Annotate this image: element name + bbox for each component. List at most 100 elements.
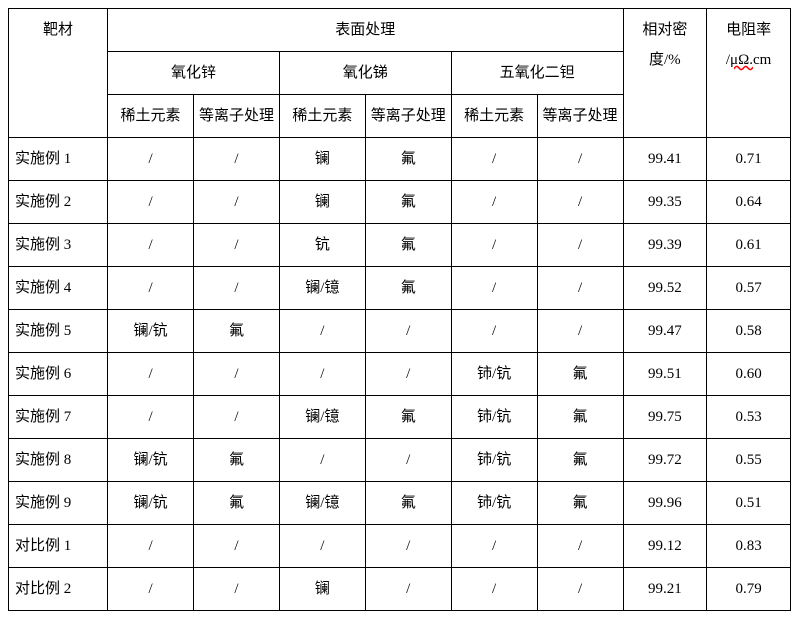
header-resistivity-l2-suffix: cm	[753, 52, 771, 68]
cell-zn-rare: /	[108, 224, 194, 267]
header-sb-rare-earth: 稀土元素	[279, 95, 365, 138]
cell-sb-plasma: /	[365, 568, 451, 611]
cell-zn-rare: 镧/钪	[108, 482, 194, 525]
table-header: 靶材 表面处理 相对密 度/% 电阻率 /μΩ.cm 氧化锌 氧化锑 五氧化二钽…	[9, 9, 791, 138]
cell-sb-plasma: 氟	[365, 224, 451, 267]
row-label: 实施例 2	[9, 181, 108, 224]
cell-density: 99.72	[623, 439, 707, 482]
row-label: 实施例 5	[9, 310, 108, 353]
header-resistivity-l1: 电阻率	[726, 22, 771, 38]
cell-resistivity: 0.79	[707, 568, 791, 611]
cell-sb-rare: 镧	[279, 568, 365, 611]
cell-sb-rare: /	[279, 439, 365, 482]
cell-density: 99.21	[623, 568, 707, 611]
cell-sb-rare: /	[279, 353, 365, 396]
row-label: 对比例 1	[9, 525, 108, 568]
header-antimony-oxide: 氧化锑	[279, 52, 451, 95]
cell-sb-rare: 镧/镱	[279, 267, 365, 310]
cell-density: 99.51	[623, 353, 707, 396]
cell-ta-rare: /	[451, 224, 537, 267]
table-row: 实施例 9镧/钪氟镧/镱氟铈/钪氟99.960.51	[9, 482, 791, 525]
cell-ta-plasma: /	[537, 310, 623, 353]
cell-ta-rare: 铈/钪	[451, 353, 537, 396]
cell-ta-plasma: /	[537, 568, 623, 611]
header-target: 靶材	[9, 9, 108, 138]
header-rel-density: 相对密 度/%	[623, 9, 707, 138]
cell-density: 99.52	[623, 267, 707, 310]
cell-density: 99.39	[623, 224, 707, 267]
cell-ta-rare: /	[451, 525, 537, 568]
cell-ta-rare: /	[451, 267, 537, 310]
header-resistivity-unit: μΩ.	[730, 52, 753, 68]
header-zn-plasma: 等离子处理	[194, 95, 280, 138]
row-label: 实施例 3	[9, 224, 108, 267]
cell-sb-rare: 钪	[279, 224, 365, 267]
cell-resistivity: 0.57	[707, 267, 791, 310]
cell-sb-plasma: 氟	[365, 396, 451, 439]
row-label: 实施例 6	[9, 353, 108, 396]
cell-sb-plasma: 氟	[365, 267, 451, 310]
cell-density: 99.47	[623, 310, 707, 353]
header-surface-treatment: 表面处理	[108, 9, 623, 52]
table-row: 实施例 6////铈/钪氟99.510.60	[9, 353, 791, 396]
cell-density: 99.96	[623, 482, 707, 525]
cell-sb-rare: 镧/镱	[279, 396, 365, 439]
cell-zn-rare: /	[108, 525, 194, 568]
header-zn-rare-earth: 稀土元素	[108, 95, 194, 138]
cell-ta-plasma: /	[537, 525, 623, 568]
header-zinc-oxide: 氧化锌	[108, 52, 280, 95]
cell-resistivity: 0.64	[707, 181, 791, 224]
cell-sb-plasma: /	[365, 525, 451, 568]
cell-ta-rare: /	[451, 181, 537, 224]
table-row: 实施例 3//钪氟//99.390.61	[9, 224, 791, 267]
table-row: 对比例 2//镧///99.210.79	[9, 568, 791, 611]
table-body: 实施例 1//镧氟//99.410.71实施例 2//镧氟//99.350.64…	[9, 138, 791, 611]
cell-ta-plasma: /	[537, 267, 623, 310]
cell-sb-rare: /	[279, 525, 365, 568]
row-label: 对比例 2	[9, 568, 108, 611]
cell-sb-rare: /	[279, 310, 365, 353]
cell-zn-rare: 镧/钪	[108, 310, 194, 353]
cell-sb-plasma: 氟	[365, 181, 451, 224]
cell-density: 99.35	[623, 181, 707, 224]
cell-resistivity: 0.55	[707, 439, 791, 482]
cell-zn-rare: /	[108, 568, 194, 611]
cell-sb-plasma: 氟	[365, 138, 451, 181]
table-row: 实施例 4//镧/镱氟//99.520.57	[9, 267, 791, 310]
header-rel-density-l1: 相对密	[642, 22, 687, 38]
cell-resistivity: 0.51	[707, 482, 791, 525]
cell-ta-plasma: 氟	[537, 482, 623, 525]
cell-sb-plasma: /	[365, 353, 451, 396]
header-sb-plasma: 等离子处理	[365, 95, 451, 138]
cell-zn-rare: 镧/钪	[108, 439, 194, 482]
cell-zn-rare: /	[108, 267, 194, 310]
cell-zn-plasma: 氟	[194, 310, 280, 353]
cell-sb-rare: 镧/镱	[279, 482, 365, 525]
cell-sb-plasma: 氟	[365, 482, 451, 525]
cell-density: 99.75	[623, 396, 707, 439]
table-row: 实施例 7//镧/镱氟铈/钪氟99.750.53	[9, 396, 791, 439]
header-ta-plasma: 等离子处理	[537, 95, 623, 138]
cell-ta-plasma: 氟	[537, 396, 623, 439]
cell-ta-rare: 铈/钪	[451, 396, 537, 439]
cell-ta-plasma: /	[537, 224, 623, 267]
cell-ta-rare: /	[451, 310, 537, 353]
cell-ta-rare: 铈/钪	[451, 482, 537, 525]
cell-ta-plasma: 氟	[537, 439, 623, 482]
header-rel-density-l2: 度/%	[649, 52, 681, 68]
row-label: 实施例 4	[9, 267, 108, 310]
cell-zn-plasma: /	[194, 525, 280, 568]
cell-ta-rare: 铈/钪	[451, 439, 537, 482]
cell-ta-rare: /	[451, 568, 537, 611]
row-label: 实施例 9	[9, 482, 108, 525]
header-resistivity: 电阻率 /μΩ.cm	[707, 9, 791, 138]
cell-zn-plasma: /	[194, 138, 280, 181]
table-row: 对比例 1//////99.120.83	[9, 525, 791, 568]
cell-ta-plasma: /	[537, 138, 623, 181]
row-label: 实施例 7	[9, 396, 108, 439]
cell-density: 99.41	[623, 138, 707, 181]
cell-zn-plasma: 氟	[194, 482, 280, 525]
cell-resistivity: 0.53	[707, 396, 791, 439]
cell-resistivity: 0.58	[707, 310, 791, 353]
table-row: 实施例 2//镧氟//99.350.64	[9, 181, 791, 224]
